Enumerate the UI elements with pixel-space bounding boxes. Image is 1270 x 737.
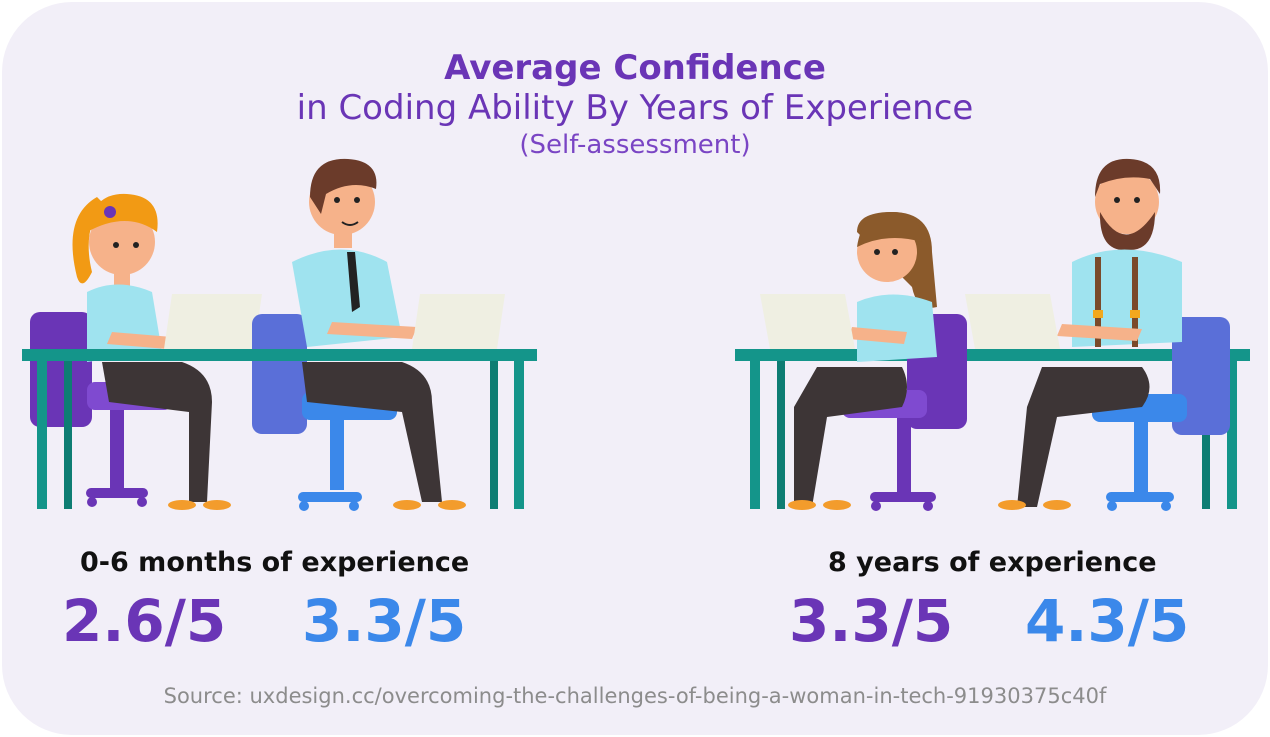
score-woman-0-6-months: 2.6/5 xyxy=(62,587,227,655)
title-line-2: in Coding Ability By Years of Experience xyxy=(296,88,974,128)
score-man-8-years: 4.3/5 xyxy=(1025,587,1190,655)
score-woman-8-years: 3.3/5 xyxy=(789,587,954,655)
group-label-0-6-months: 0-6 months of experience xyxy=(80,547,470,578)
title-line-3: (Self-assessment) xyxy=(519,130,751,160)
group-label-8-years: 8 years of experience xyxy=(828,547,1157,578)
source-citation: Source: uxdesign.cc/overcoming-the-chall… xyxy=(163,684,1107,708)
score-man-0-6-months: 3.3/5 xyxy=(302,587,467,655)
right-scene-illustration xyxy=(735,158,1250,511)
title-line-1: Average Confidence xyxy=(444,48,826,88)
left-scene-illustration xyxy=(22,158,537,511)
